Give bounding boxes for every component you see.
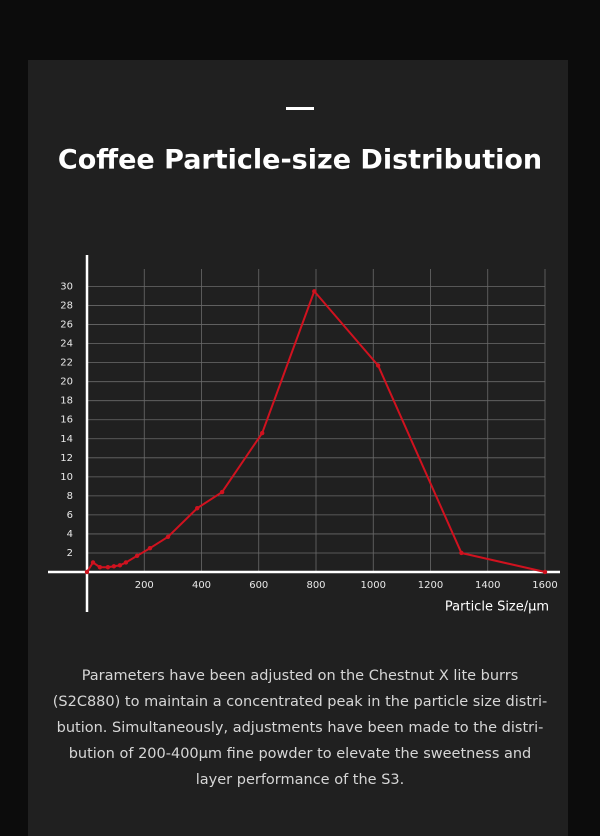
y-tick-label: 24 [60,339,73,350]
y-tick-label: 4 [67,529,73,540]
data-point [312,289,317,294]
description: Parameters have been adjusted on the Che… [53,668,547,788]
y-tick-label: 22 [60,358,73,369]
y-tick-label: 10 [60,472,73,483]
data-point [459,550,464,556]
description-line: (S2C880) to maintain a concentrated peak… [53,694,547,710]
data-point [165,534,171,539]
x-tick-label: 1400 [475,580,500,591]
x-axis-label: Particle Size/μm [445,600,549,615]
y-tick-label: 14 [60,434,73,445]
description-line: bution. Simultaneously, adjustments have… [57,720,544,736]
data-point [542,569,548,575]
chart-title: Coffee Particle-size Distribution [58,145,542,176]
description-line: layer performance of the S3. [196,772,405,788]
data-point [90,560,96,565]
data-point [375,363,381,368]
y-tick-label: 18 [60,396,73,407]
y-tick-label: 12 [60,453,73,464]
y-tick-label: 26 [60,320,73,331]
x-tick-label: 1600 [532,580,557,591]
description-line: Parameters have been adjusted on the Che… [82,668,519,684]
y-tick-label: 16 [60,415,73,426]
data-point [84,569,90,575]
y-tick-label: 6 [67,510,73,521]
y-tick-label: 8 [67,491,73,502]
data-point [105,565,111,570]
x-tick-label: 400 [192,580,211,591]
data-point [117,563,123,568]
x-tick-label: 600 [249,580,268,591]
x-tick-label: 800 [306,580,325,591]
panel [28,60,568,836]
data-point [111,564,117,569]
data-point [195,506,200,511]
data-point [147,546,153,551]
y-tick-label: 30 [60,282,73,293]
y-tick-label: 2 [67,548,73,559]
data-point [259,430,265,436]
dash-decoration [286,107,314,110]
x-tick-label: 1200 [418,580,443,591]
y-tick-label: 20 [60,377,73,388]
x-tick-label: 200 [135,580,154,591]
description-line: bution of 200-400μm fine powder to eleva… [69,746,532,762]
y-tick-label: 28 [60,301,73,312]
data-point [219,489,225,495]
data-point [134,553,140,559]
x-tick-label: 1000 [361,580,386,591]
data-point [97,565,103,570]
data-point [123,560,129,565]
